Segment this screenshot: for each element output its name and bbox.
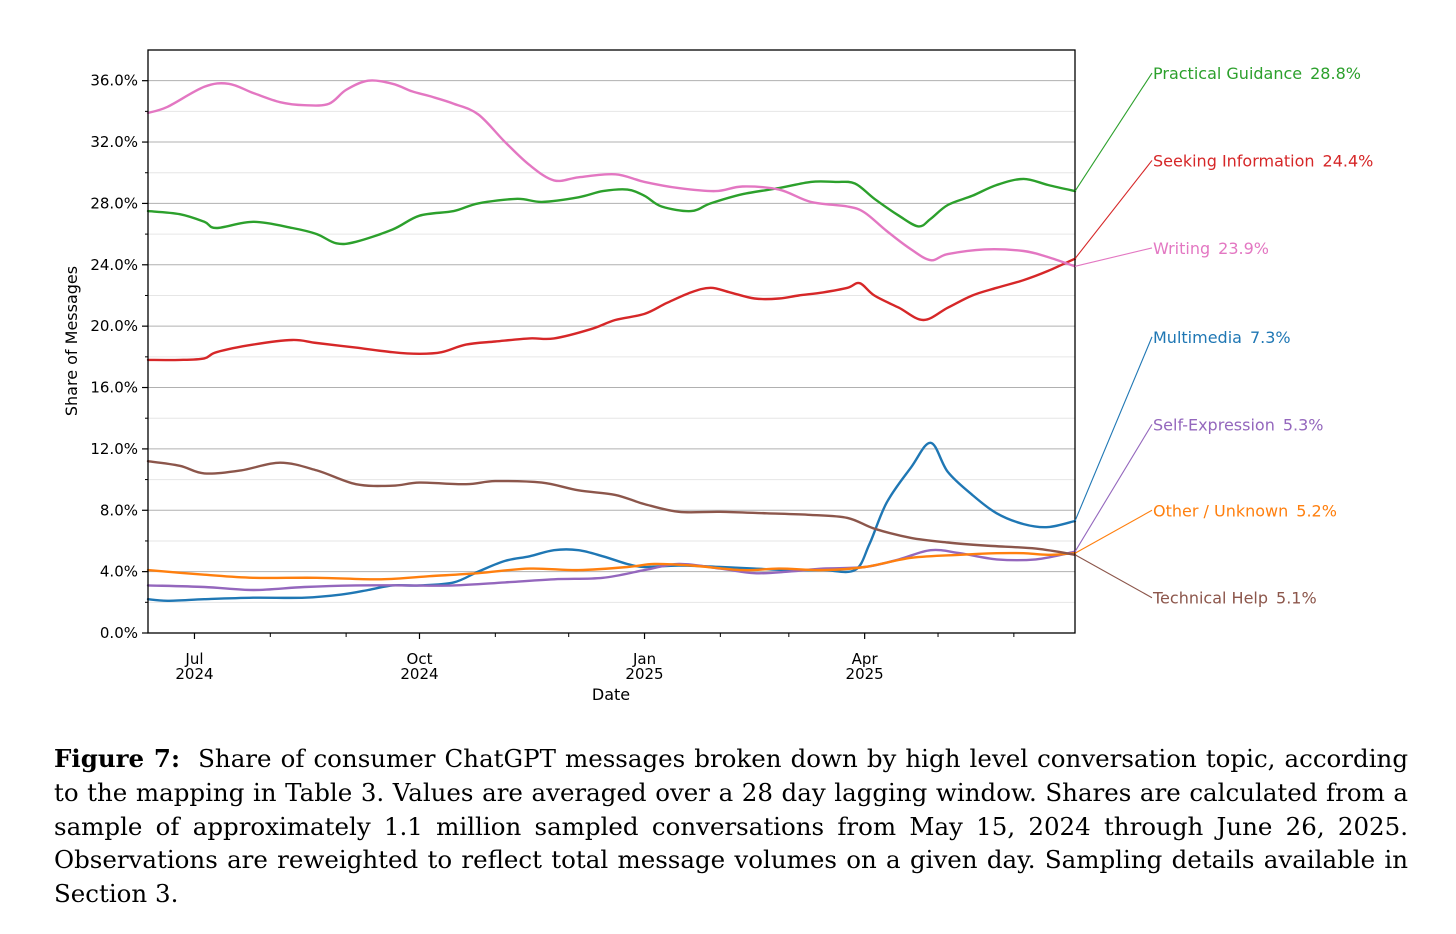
y-tick-label: 4.0% — [100, 563, 138, 581]
y-tick-label: 20.0% — [90, 317, 138, 335]
line-chart: 0.0% 4.0% 8.0% 12.0% 16.0% 20.0% 24.0% 28.0% 32.… — [62, 49, 1373, 704]
y-tick-label: 24.0% — [90, 256, 138, 274]
series-label-writing: Writing 23.9% — [1153, 239, 1269, 258]
x-tick-label-year: 2024 — [175, 665, 213, 683]
figure-label: Figure 7: — [54, 744, 181, 773]
y-tick-label: 28.0% — [90, 194, 138, 212]
x-tick-label-year: 2025 — [625, 665, 663, 683]
series-line-technical-help — [146, 460, 1077, 556]
grid-lines — [148, 80, 1075, 634]
x-tick-label-year: 2024 — [400, 665, 438, 683]
series-label-technical-help: Technical Help 5.1% — [1152, 589, 1317, 608]
connector-other-unknown — [1074, 509, 1153, 554]
x-tick-label-month: Apr — [852, 650, 879, 668]
y-tick-label: 8.0% — [100, 501, 138, 519]
y-axis-label: Share of Messages — [62, 266, 81, 416]
connector-seeking-information — [1074, 160, 1153, 259]
series-line-writing — [146, 79, 1077, 268]
y-tick-label: 12.0% — [90, 440, 138, 458]
caption-text: Share of consumer ChatGPT messages broke… — [54, 744, 1409, 909]
connector-multimedia — [1074, 336, 1153, 522]
y-axis: 0.0% 4.0% 8.0% 12.0% 16.0% 20.0% 24.0% 28.0% 32.… — [90, 72, 148, 642]
plot-frame — [147, 49, 1076, 634]
series-label-other-unknown: Other / Unknown 5.2% — [1153, 501, 1337, 520]
x-axis-label: Date — [592, 685, 630, 704]
series-line-seeking-information — [146, 257, 1077, 362]
series-label-multimedia: Multimedia 7.3% — [1153, 328, 1291, 347]
x-tick-label-year: 2025 — [846, 665, 884, 683]
x-tick-label-month: Jan — [632, 650, 656, 668]
series-label-practical-guidance: Practical Guidance 28.8% — [1153, 64, 1361, 83]
y-tick-label: 0.0% — [100, 624, 138, 642]
figure-caption: Figure 7: Share of consumer ChatGPT mess… — [54, 742, 1408, 911]
series-line-practical-guidance — [146, 177, 1077, 246]
y-tick-label: 16.0% — [90, 379, 138, 397]
series-end-labels: Practical Guidance 28.8% Seeking Informat… — [1074, 64, 1373, 608]
x-tick-label-month: Jul — [184, 650, 203, 668]
connector-writing — [1074, 247, 1153, 267]
connector-self-expression — [1074, 424, 1153, 552]
series-line-other-unknown — [146, 551, 1077, 581]
connector-practical-guidance — [1074, 72, 1153, 192]
x-tick-label-month: Oct — [407, 650, 433, 668]
connector-technical-help — [1074, 554, 1153, 599]
y-tick-label: 36.0% — [90, 72, 138, 90]
series-label-self-expression: Self-Expression 5.3% — [1153, 415, 1323, 434]
series-label-seeking-information: Seeking Information 24.4% — [1153, 151, 1373, 170]
series-lines — [146, 79, 1077, 602]
y-tick-label: 32.0% — [90, 133, 138, 151]
